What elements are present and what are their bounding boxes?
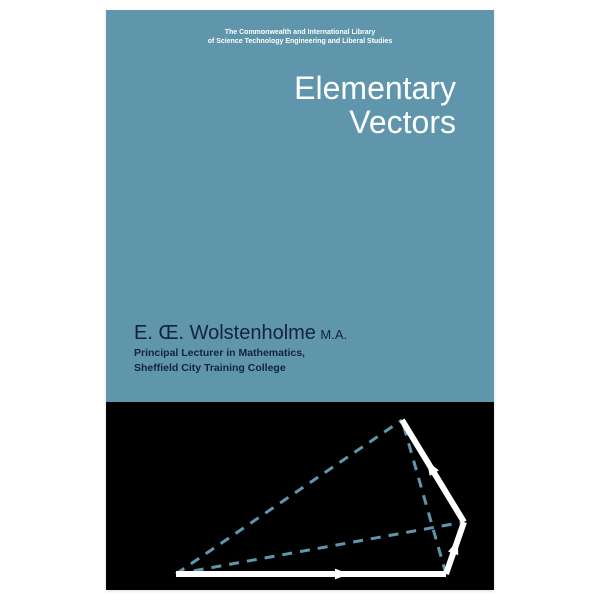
author-block: E. Œ. Wolstenholme M.A. Principal Lectur…	[134, 322, 347, 376]
author-credential: M.A.	[320, 327, 347, 342]
title-line-1: Elementary	[134, 72, 456, 106]
series-line-2: of Science Technology Engineering and Li…	[134, 37, 466, 46]
author-name: E. Œ. Wolstenholme	[134, 322, 316, 344]
author-name-line: E. Œ. Wolstenholme M.A.	[134, 322, 347, 345]
title-line-2: Vectors	[134, 106, 456, 140]
author-role-1: Principal Lecturer in Mathematics,	[134, 347, 347, 361]
book-cover: The Commonwealth and International Libra…	[106, 10, 494, 590]
title-block: Elementary Vectors	[134, 72, 466, 139]
author-role-2: Sheffield City Training College	[134, 362, 347, 376]
bottom-panel	[106, 402, 494, 590]
vector-diagram	[106, 402, 494, 590]
top-panel: The Commonwealth and International Libra…	[106, 10, 494, 402]
series-line-1: The Commonwealth and International Libra…	[134, 28, 466, 37]
